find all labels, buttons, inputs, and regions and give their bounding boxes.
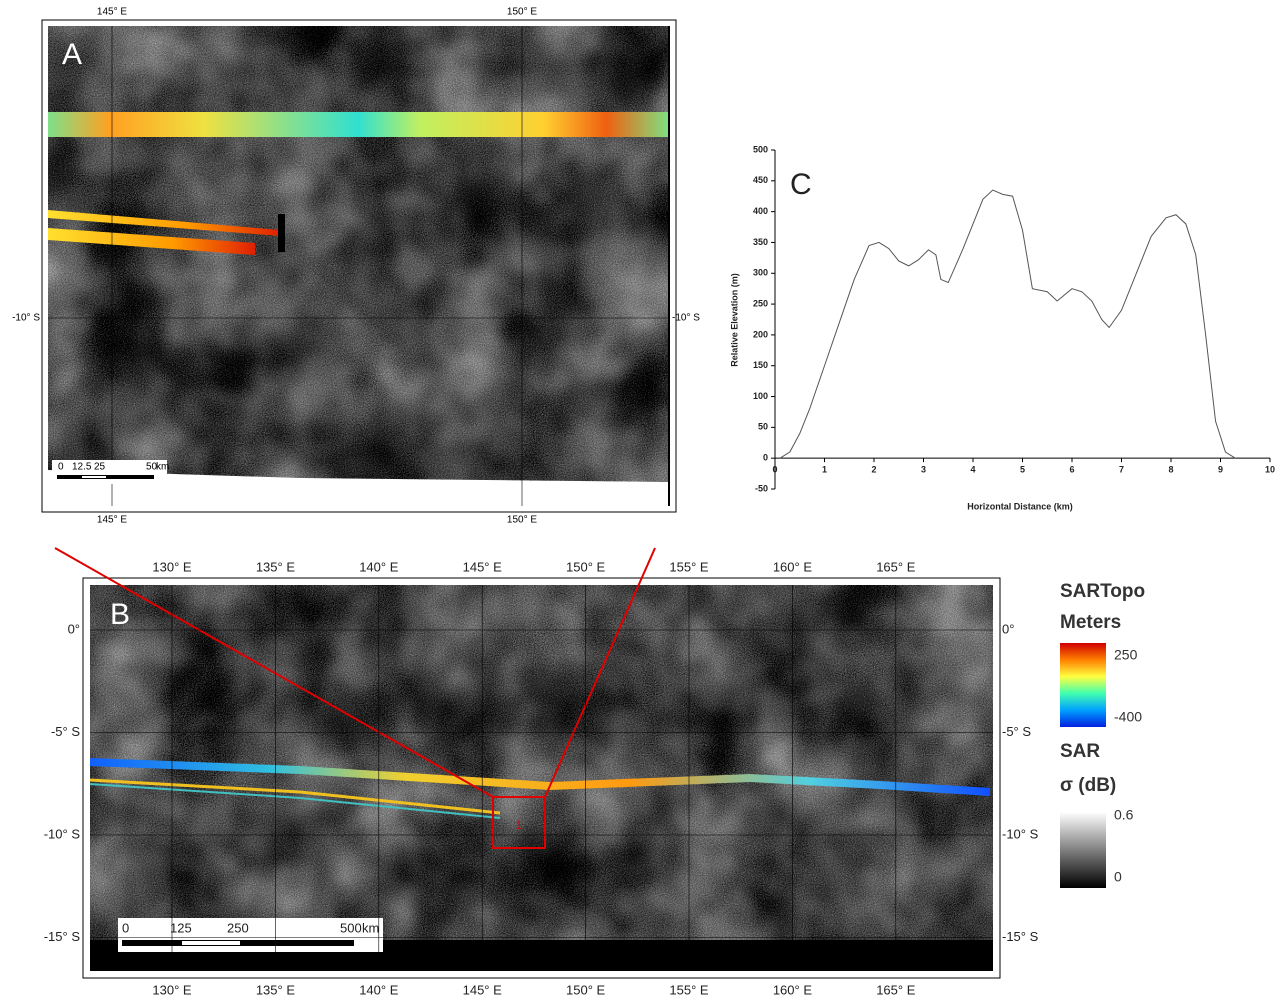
x-tick-label: 6: [1069, 464, 1074, 474]
lon-label: 160° E: [773, 982, 813, 997]
panel-label: B: [110, 598, 130, 631]
y-tick-label: 400: [753, 206, 768, 216]
lat-label: -5° S: [51, 724, 80, 739]
lon-label: 150° E: [566, 559, 606, 574]
y-tick-label: 300: [753, 268, 768, 278]
lon-label: 150° E: [566, 982, 606, 997]
y-tick-label: 0: [763, 453, 768, 463]
colorbar-label: 250: [1114, 647, 1138, 663]
x-tick-label: 5: [1020, 464, 1025, 474]
x-tick-label: 4: [970, 464, 975, 474]
legend-unit: Meters: [1060, 612, 1121, 633]
x-tick-label: 2: [871, 464, 876, 474]
lon-label: 155° E: [669, 982, 709, 997]
x-tick-label: 9: [1218, 464, 1223, 474]
legend-title: SARTopo: [1060, 581, 1145, 602]
lon-label: 145° E: [97, 515, 127, 526]
scale-label: km: [362, 920, 379, 935]
colorbar-label: 0.6: [1114, 807, 1134, 823]
scale-bar: [82, 476, 106, 478]
box-label: 1: [516, 818, 523, 832]
panel-label: A: [62, 38, 82, 71]
lon-label: 145° E: [463, 559, 503, 574]
colorbar: [1060, 812, 1106, 888]
lat-label: -10° S: [44, 826, 81, 841]
lon-label: 135° E: [256, 982, 296, 997]
lon-label: 140° E: [359, 559, 399, 574]
x-tick-label: 0: [772, 464, 777, 474]
y-tick-label: 250: [753, 298, 768, 308]
lon-label: 160° E: [773, 559, 813, 574]
legend-unit: σ (dB): [1060, 775, 1116, 796]
legend: SARTopo Meters 250 -400 SAR σ (dB) 0.6 0: [1060, 581, 1145, 888]
lat-label: 0°: [68, 621, 80, 636]
profile-line: [780, 190, 1235, 458]
scale-label: 12.5: [72, 462, 92, 473]
lon-label: 145° E: [97, 7, 127, 18]
lon-label: 150° E: [507, 515, 537, 526]
map-a-marker: [278, 214, 285, 252]
colorbar-label: 0: [1114, 869, 1122, 885]
x-tick-label: 3: [921, 464, 926, 474]
lon-label: 130° E: [152, 559, 192, 574]
map-a-track: [48, 112, 668, 137]
x-tick-label: 1: [822, 464, 827, 474]
x-tick-label: 7: [1119, 464, 1124, 474]
lon-label: 165° E: [876, 559, 916, 574]
scale-label: 0: [122, 920, 129, 935]
scale-label: 500: [340, 920, 362, 935]
lon-label: 135° E: [256, 559, 296, 574]
scale-label: 25: [94, 462, 106, 473]
y-tick-label: 350: [753, 237, 768, 247]
colorbar: [1060, 643, 1106, 727]
figure: A 1 B SARTopo Meters 250 -400 SAR σ (dB)…: [0, 0, 1276, 1000]
x-tick-label: 10: [1265, 464, 1275, 474]
lat-label: -10° S: [1002, 826, 1039, 841]
legend-title: SAR: [1060, 741, 1100, 762]
lat-label: 0°: [1002, 621, 1014, 636]
lat-label: -10° S: [672, 313, 700, 324]
map-a: A: [42, 20, 676, 512]
x-axis-label: Horizontal Distance (km): [967, 501, 1073, 511]
y-tick-label: 100: [753, 391, 768, 401]
scale-label: km: [156, 462, 169, 473]
lat-label: -15° S: [44, 929, 81, 944]
scale-bar: [182, 941, 240, 945]
lat-label: -5° S: [1002, 724, 1031, 739]
panel-label: C: [790, 168, 812, 201]
y-tick-label: 200: [753, 329, 768, 339]
y-tick-label: 50: [758, 422, 768, 432]
lon-label: 165° E: [876, 982, 916, 997]
y-tick-label: -50: [755, 483, 768, 493]
scale-label: 125: [170, 920, 192, 935]
lat-label: -10° S: [12, 313, 40, 324]
lon-label: 145° E: [463, 982, 503, 997]
x-tick-label: 8: [1168, 464, 1173, 474]
scale-label: 250: [227, 920, 249, 935]
lon-label: 155° E: [669, 559, 709, 574]
map-b: 1 B: [55, 548, 1000, 978]
lon-label: 140° E: [359, 982, 399, 997]
colorbar-label: -400: [1114, 709, 1142, 725]
scale-label: 0: [58, 462, 64, 473]
lon-label: 130° E: [152, 982, 192, 997]
y-tick-label: 150: [753, 360, 768, 370]
lat-label: -15° S: [1002, 929, 1039, 944]
y-tick-label: 500: [753, 144, 768, 154]
y-tick-label: 450: [753, 175, 768, 185]
map-a-image: [48, 26, 668, 506]
chart-c: C Horizontal Distance (km) Relative Elev…: [729, 168, 1072, 511]
y-axis-label: Relative Elevation (m): [729, 273, 739, 367]
lon-label: 150° E: [507, 7, 537, 18]
